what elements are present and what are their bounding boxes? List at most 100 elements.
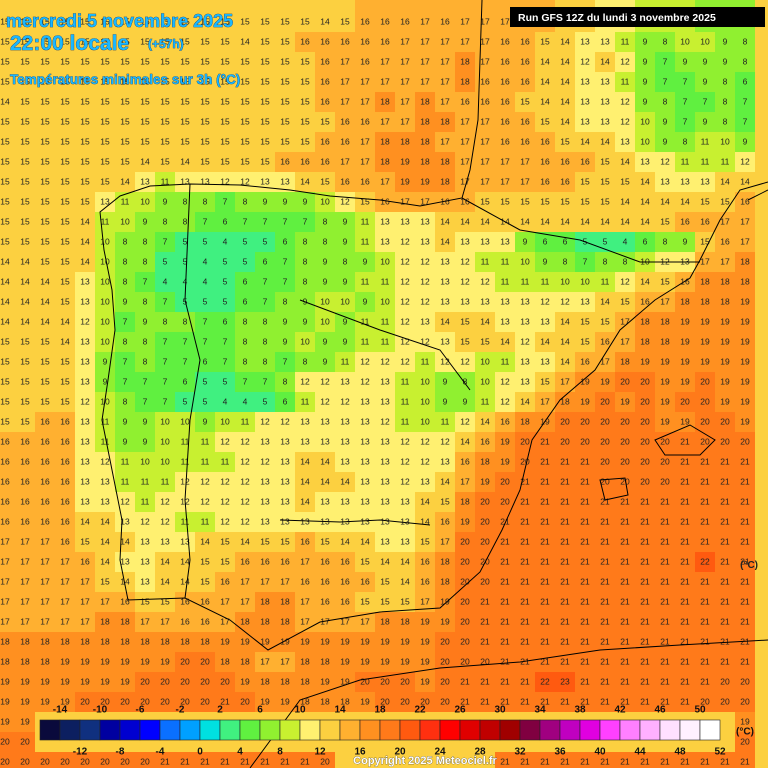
temperature-value: 21 bbox=[540, 696, 550, 706]
temperature-value: 11 bbox=[181, 516, 190, 526]
temperature-value: 21 bbox=[560, 456, 570, 466]
temperature-cell bbox=[35, 32, 55, 52]
temperature-value: 13 bbox=[80, 296, 90, 306]
temperature-value: 8 bbox=[143, 236, 148, 246]
temperature-cell bbox=[235, 412, 255, 432]
temperature-cell bbox=[455, 172, 475, 192]
temperature-value: 16 bbox=[40, 496, 50, 506]
temperature-cell bbox=[375, 512, 395, 532]
temperature-cell bbox=[315, 112, 335, 132]
temperature-cell bbox=[375, 192, 395, 212]
temperature-value: 12 bbox=[400, 296, 410, 306]
temperature-cell bbox=[415, 592, 435, 612]
temperature-cell bbox=[675, 472, 695, 492]
temperature-value: 8 bbox=[303, 256, 308, 266]
temperature-cell bbox=[675, 752, 695, 768]
temperature-value: 16 bbox=[500, 76, 510, 86]
temperature-cell bbox=[115, 72, 135, 92]
temperature-cell bbox=[335, 72, 355, 92]
temperature-cell bbox=[455, 392, 475, 412]
temperature-cell bbox=[75, 452, 95, 472]
temperature-value: 16 bbox=[60, 476, 70, 486]
temperature-value: 9 bbox=[343, 336, 348, 346]
temperature-value: 15 bbox=[100, 136, 110, 146]
temperature-cell bbox=[35, 492, 55, 512]
temperature-cell bbox=[255, 332, 275, 352]
temperature-value: 18 bbox=[660, 316, 670, 326]
temperature-value: 19 bbox=[700, 336, 710, 346]
temperature-value: 16 bbox=[280, 156, 290, 166]
temperature-cell bbox=[175, 692, 195, 712]
temperature-value: 14 bbox=[560, 76, 570, 86]
temperature-cell bbox=[55, 692, 75, 712]
temperature-cell bbox=[115, 592, 135, 612]
temperature-cell bbox=[455, 112, 475, 132]
temperature-value: 11 bbox=[481, 396, 490, 406]
temperature-value: 16 bbox=[360, 116, 370, 126]
temperature-cell bbox=[435, 112, 455, 132]
temperature-cell bbox=[415, 432, 435, 452]
temperature-cell bbox=[415, 372, 435, 392]
temperature-cell bbox=[635, 612, 655, 632]
temperature-value: 21 bbox=[680, 576, 690, 586]
temperature-cell bbox=[535, 512, 555, 532]
temperature-cell bbox=[35, 52, 55, 72]
temperature-cell bbox=[315, 72, 335, 92]
temperature-cell bbox=[115, 652, 135, 672]
temperature-cell bbox=[355, 492, 375, 512]
temperature-value: 13 bbox=[340, 436, 350, 446]
temperature-value: 19 bbox=[500, 436, 510, 446]
temperature-value: 11 bbox=[141, 476, 150, 486]
temperature-cell bbox=[55, 132, 75, 152]
temperature-cell bbox=[735, 652, 755, 672]
temperature-cell bbox=[555, 312, 575, 332]
temperature-value: 9 bbox=[123, 416, 128, 426]
temperature-value: 15 bbox=[100, 16, 110, 26]
temperature-value: 19 bbox=[380, 636, 390, 646]
temperature-value: 12 bbox=[220, 476, 230, 486]
temperature-value: 13 bbox=[540, 316, 550, 326]
temperature-value: 19 bbox=[740, 296, 750, 306]
temperature-value: 7 bbox=[223, 336, 228, 346]
temperature-cell bbox=[575, 492, 595, 512]
legend-label: 26 bbox=[454, 705, 466, 716]
temperature-cell bbox=[735, 432, 755, 452]
temperature-value: 19 bbox=[260, 696, 270, 706]
temperature-cell bbox=[0, 32, 15, 52]
temperature-cell bbox=[235, 212, 255, 232]
temperature-value: 5 bbox=[203, 376, 208, 386]
temperature-value: 21 bbox=[500, 676, 510, 686]
temperature-value: 19 bbox=[40, 696, 50, 706]
temperature-value: 15 bbox=[200, 16, 210, 26]
temperature-value: 15 bbox=[20, 56, 30, 66]
temperature-value: 18 bbox=[720, 296, 730, 306]
temperature-value: 18 bbox=[440, 156, 450, 166]
temperature-value: 14 bbox=[240, 536, 250, 546]
temperature-cell bbox=[395, 52, 415, 72]
temperature-value: 21 bbox=[660, 676, 670, 686]
legend-swatch bbox=[459, 719, 481, 741]
temperature-cell bbox=[495, 572, 515, 592]
temperature-value: 17 bbox=[480, 36, 490, 46]
temperature-cell bbox=[675, 92, 695, 112]
temperature-cell bbox=[635, 412, 655, 432]
temperature-cell bbox=[455, 32, 475, 52]
temperature-value: 13 bbox=[80, 416, 90, 426]
temperature-cell bbox=[215, 412, 235, 432]
temperature-value: 17 bbox=[140, 616, 150, 626]
temperature-cell bbox=[315, 612, 335, 632]
temperature-value: 21 bbox=[540, 636, 550, 646]
temperature-value: 16 bbox=[60, 416, 70, 426]
temperature-value: 14 bbox=[340, 476, 350, 486]
temperature-value: 15 bbox=[0, 16, 10, 26]
temperature-cell bbox=[595, 212, 615, 232]
temperature-value: 20 bbox=[140, 756, 150, 766]
temperature-cell bbox=[15, 112, 35, 132]
temperature-cell bbox=[655, 152, 675, 172]
temperature-value: 20 bbox=[20, 736, 30, 746]
temperature-cell bbox=[95, 52, 115, 72]
temperature-cell bbox=[315, 692, 335, 712]
temperature-cell bbox=[135, 692, 155, 712]
temperature-cell bbox=[115, 512, 135, 532]
temperature-cell bbox=[295, 432, 315, 452]
